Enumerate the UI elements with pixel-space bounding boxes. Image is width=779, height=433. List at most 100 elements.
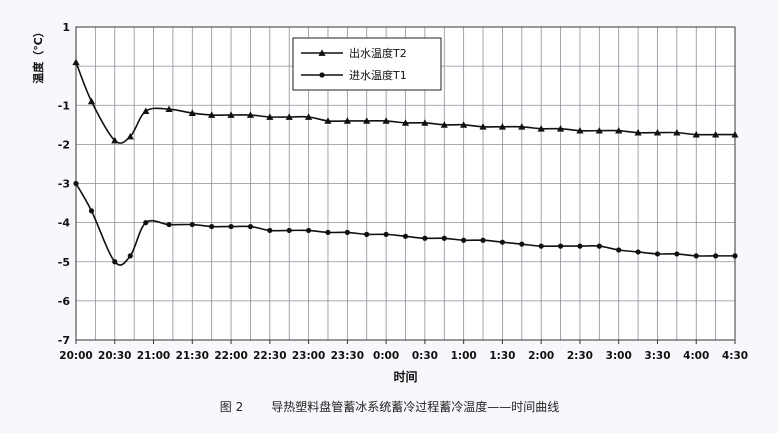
data-point-circle bbox=[247, 223, 254, 230]
data-point-circle bbox=[383, 231, 389, 237]
data-point-circle bbox=[654, 251, 661, 257]
x-tick-label: 22:30 bbox=[253, 350, 286, 362]
data-point-circle bbox=[713, 253, 719, 259]
data-point-circle bbox=[519, 241, 525, 247]
y-axis-label: 温度（℃） bbox=[31, 26, 45, 83]
data-point-triangle bbox=[576, 127, 584, 134]
data-point-circle bbox=[88, 208, 95, 214]
x-tick-label: 3:00 bbox=[606, 350, 632, 362]
data-point-circle bbox=[674, 251, 680, 257]
data-point-circle bbox=[209, 223, 215, 230]
data-point-circle bbox=[319, 72, 325, 78]
x-tick-label: 23:00 bbox=[292, 350, 325, 362]
legend-label: 进水温度T1 bbox=[349, 68, 407, 82]
data-point-circle bbox=[461, 237, 467, 243]
data-point-circle bbox=[616, 247, 622, 253]
data-point-triangle bbox=[440, 121, 448, 128]
data-point-circle bbox=[732, 253, 738, 259]
data-point-triangle bbox=[246, 111, 255, 118]
data-point-triangle bbox=[460, 121, 468, 128]
data-point-circle bbox=[441, 235, 447, 241]
data-point-triangle bbox=[653, 129, 662, 136]
data-point-circle bbox=[635, 249, 641, 255]
data-point-triangle bbox=[556, 125, 565, 132]
data-point-circle bbox=[189, 221, 195, 228]
data-point-circle bbox=[557, 243, 564, 249]
data-point-triangle bbox=[72, 58, 80, 66]
data-point-triangle bbox=[208, 111, 216, 118]
data-point-triangle bbox=[731, 130, 739, 138]
y-tick-label: -3 bbox=[58, 178, 70, 191]
legend-box bbox=[292, 37, 442, 91]
y-tick-label: -6 bbox=[58, 295, 71, 308]
y-tick-label: -2 bbox=[58, 138, 70, 151]
x-tick-label: 4:00 bbox=[683, 350, 709, 362]
data-point-triangle bbox=[537, 125, 545, 132]
data-point-triangle bbox=[692, 130, 700, 138]
x-tick-label: 21:00 bbox=[137, 350, 170, 362]
y-tick-label: -1 bbox=[58, 99, 70, 112]
data-point-triangle bbox=[673, 129, 681, 136]
data-point-triangle bbox=[318, 49, 326, 56]
data-point-circle bbox=[577, 243, 583, 249]
data-point-circle bbox=[112, 259, 118, 265]
data-point-triangle bbox=[479, 123, 487, 130]
data-point-triangle bbox=[595, 127, 603, 134]
data-point-triangle bbox=[227, 111, 235, 118]
data-point-triangle bbox=[126, 132, 134, 140]
x-tick-label: 0:30 bbox=[412, 350, 438, 362]
data-point-circle bbox=[402, 233, 409, 239]
data-point-triangle bbox=[111, 136, 119, 144]
x-tick-label: 2:30 bbox=[567, 350, 593, 362]
x-axis-label: 时间 bbox=[393, 369, 417, 384]
x-tick-label: 20:00 bbox=[59, 350, 92, 362]
figure-number: 图 2 bbox=[219, 400, 244, 414]
data-point-triangle bbox=[518, 123, 526, 130]
x-tick-label: 23:30 bbox=[331, 350, 364, 362]
data-point-circle bbox=[499, 239, 506, 245]
x-tick-label: 1:00 bbox=[451, 350, 477, 362]
data-point-triangle bbox=[165, 105, 173, 113]
y-tick-label: -7 bbox=[58, 334, 70, 347]
legend-label: 出水温度T2 bbox=[349, 46, 407, 60]
data-point-triangle bbox=[343, 117, 351, 124]
data-point-triangle bbox=[712, 130, 720, 138]
x-tick-label: 2:00 bbox=[528, 350, 554, 362]
x-tick-label: 1:30 bbox=[489, 350, 515, 362]
data-point-triangle bbox=[382, 117, 390, 124]
x-tick-label: 4:30 bbox=[722, 350, 748, 362]
data-point-triangle bbox=[285, 113, 293, 120]
data-point-triangle bbox=[266, 113, 274, 120]
data-point-circle bbox=[364, 231, 370, 237]
data-point-circle bbox=[267, 227, 273, 234]
data-point-triangle bbox=[304, 113, 313, 120]
data-point-circle bbox=[286, 227, 292, 234]
data-point-triangle bbox=[363, 117, 371, 124]
data-point-triangle bbox=[421, 119, 429, 126]
y-tick-label: 1 bbox=[62, 21, 70, 34]
data-point-circle bbox=[325, 229, 331, 236]
data-point-circle bbox=[73, 180, 79, 187]
y-tick-label: -5 bbox=[58, 256, 70, 269]
data-point-triangle bbox=[188, 109, 196, 116]
data-point-triangle bbox=[87, 97, 96, 105]
data-point-triangle bbox=[634, 129, 642, 136]
data-point-circle bbox=[693, 253, 699, 259]
data-point-circle bbox=[228, 223, 234, 230]
data-point-circle bbox=[596, 243, 602, 249]
data-point-circle bbox=[422, 235, 428, 241]
data-point-circle bbox=[127, 253, 133, 259]
data-point-circle bbox=[344, 229, 350, 236]
figure-caption-text: 导热塑料盘管蓄冰系统蓄冷过程蓄冷温度——时间曲线 bbox=[271, 400, 560, 414]
data-point-circle bbox=[143, 220, 149, 226]
data-point-triangle bbox=[498, 123, 507, 130]
figure-caption: 图 2 导热塑料盘管蓄冰系统蓄冷过程蓄冷温度——时间曲线 bbox=[0, 398, 779, 415]
data-point-circle bbox=[480, 237, 486, 243]
data-point-circle bbox=[538, 243, 544, 249]
temperature-time-chart: 1 -1 -2 -3 -4 -5 -6 -7 20:00 20:30 21:00 21:30 22:00… bbox=[31, 21, 748, 384]
data-point-circle bbox=[305, 227, 312, 234]
y-tick-label: -4 bbox=[58, 217, 71, 230]
x-tick-label: 0:00 bbox=[373, 350, 399, 362]
x-tick-label: 22:00 bbox=[214, 350, 247, 362]
data-point-triangle bbox=[324, 117, 332, 124]
